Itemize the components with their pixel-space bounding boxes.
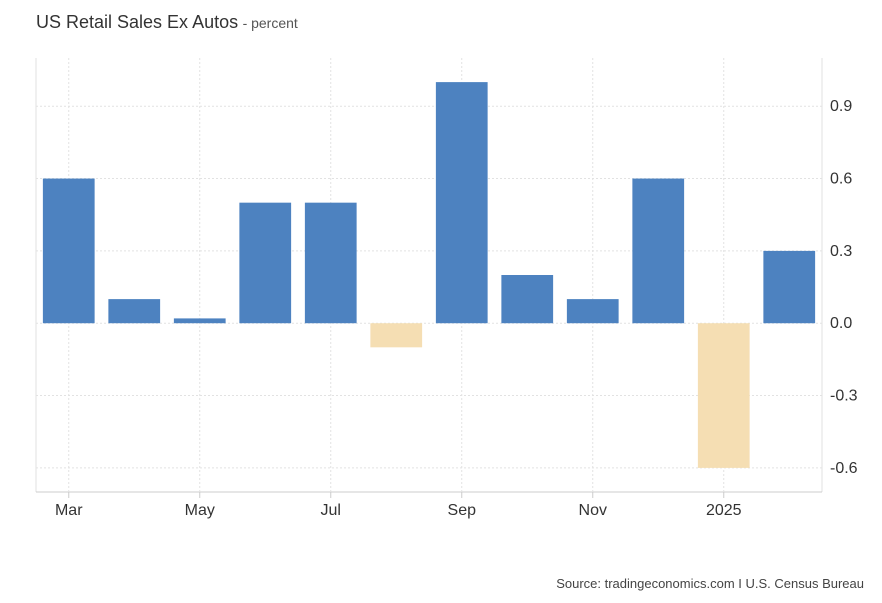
chart-title: US Retail Sales Ex Autos: [36, 12, 239, 32]
y-tick-label: 0.9: [830, 98, 852, 115]
bar-2024-10: [501, 275, 554, 324]
chart-subtitle: - percent: [242, 15, 298, 31]
bar-2024-04: [108, 299, 161, 324]
bar-2024-09: [435, 82, 488, 324]
bar-2024-03: [42, 178, 95, 324]
source-note: Source: tradingeconomics.com I U.S. Cens…: [556, 576, 864, 591]
bar-2024-06: [239, 202, 292, 324]
bar-2025-02: [763, 250, 816, 324]
x-tick-label: Jul: [321, 502, 341, 519]
bar-2024-12: [632, 178, 685, 324]
bar-2024-05: [173, 318, 226, 324]
x-tick-label: Sep: [448, 502, 477, 519]
x-tick-label: May: [185, 502, 215, 519]
bar-chart: 0.9 0.6 0.3 0.0 -0.3 -0.6 Mar May Jul Sep Nov 2025: [35, 58, 858, 519]
bar-2024-08: [370, 323, 423, 348]
bar-2024-11: [566, 299, 619, 324]
y-tick-label: 0.0: [830, 315, 852, 332]
y-tick-label: 0.6: [830, 171, 852, 188]
x-tick-label: Mar: [55, 502, 83, 519]
x-tick-label: 2025: [706, 502, 742, 519]
y-tick-label: -0.3: [830, 388, 858, 405]
bar-2025-01: [697, 323, 750, 468]
x-tick-label: Nov: [579, 502, 607, 519]
chart-header: US Retail Sales Ex Autos - percent: [36, 12, 298, 33]
y-tick-label: 0.3: [830, 243, 852, 260]
bar-2024-07: [304, 202, 357, 324]
y-tick-label: -0.6: [830, 460, 858, 477]
